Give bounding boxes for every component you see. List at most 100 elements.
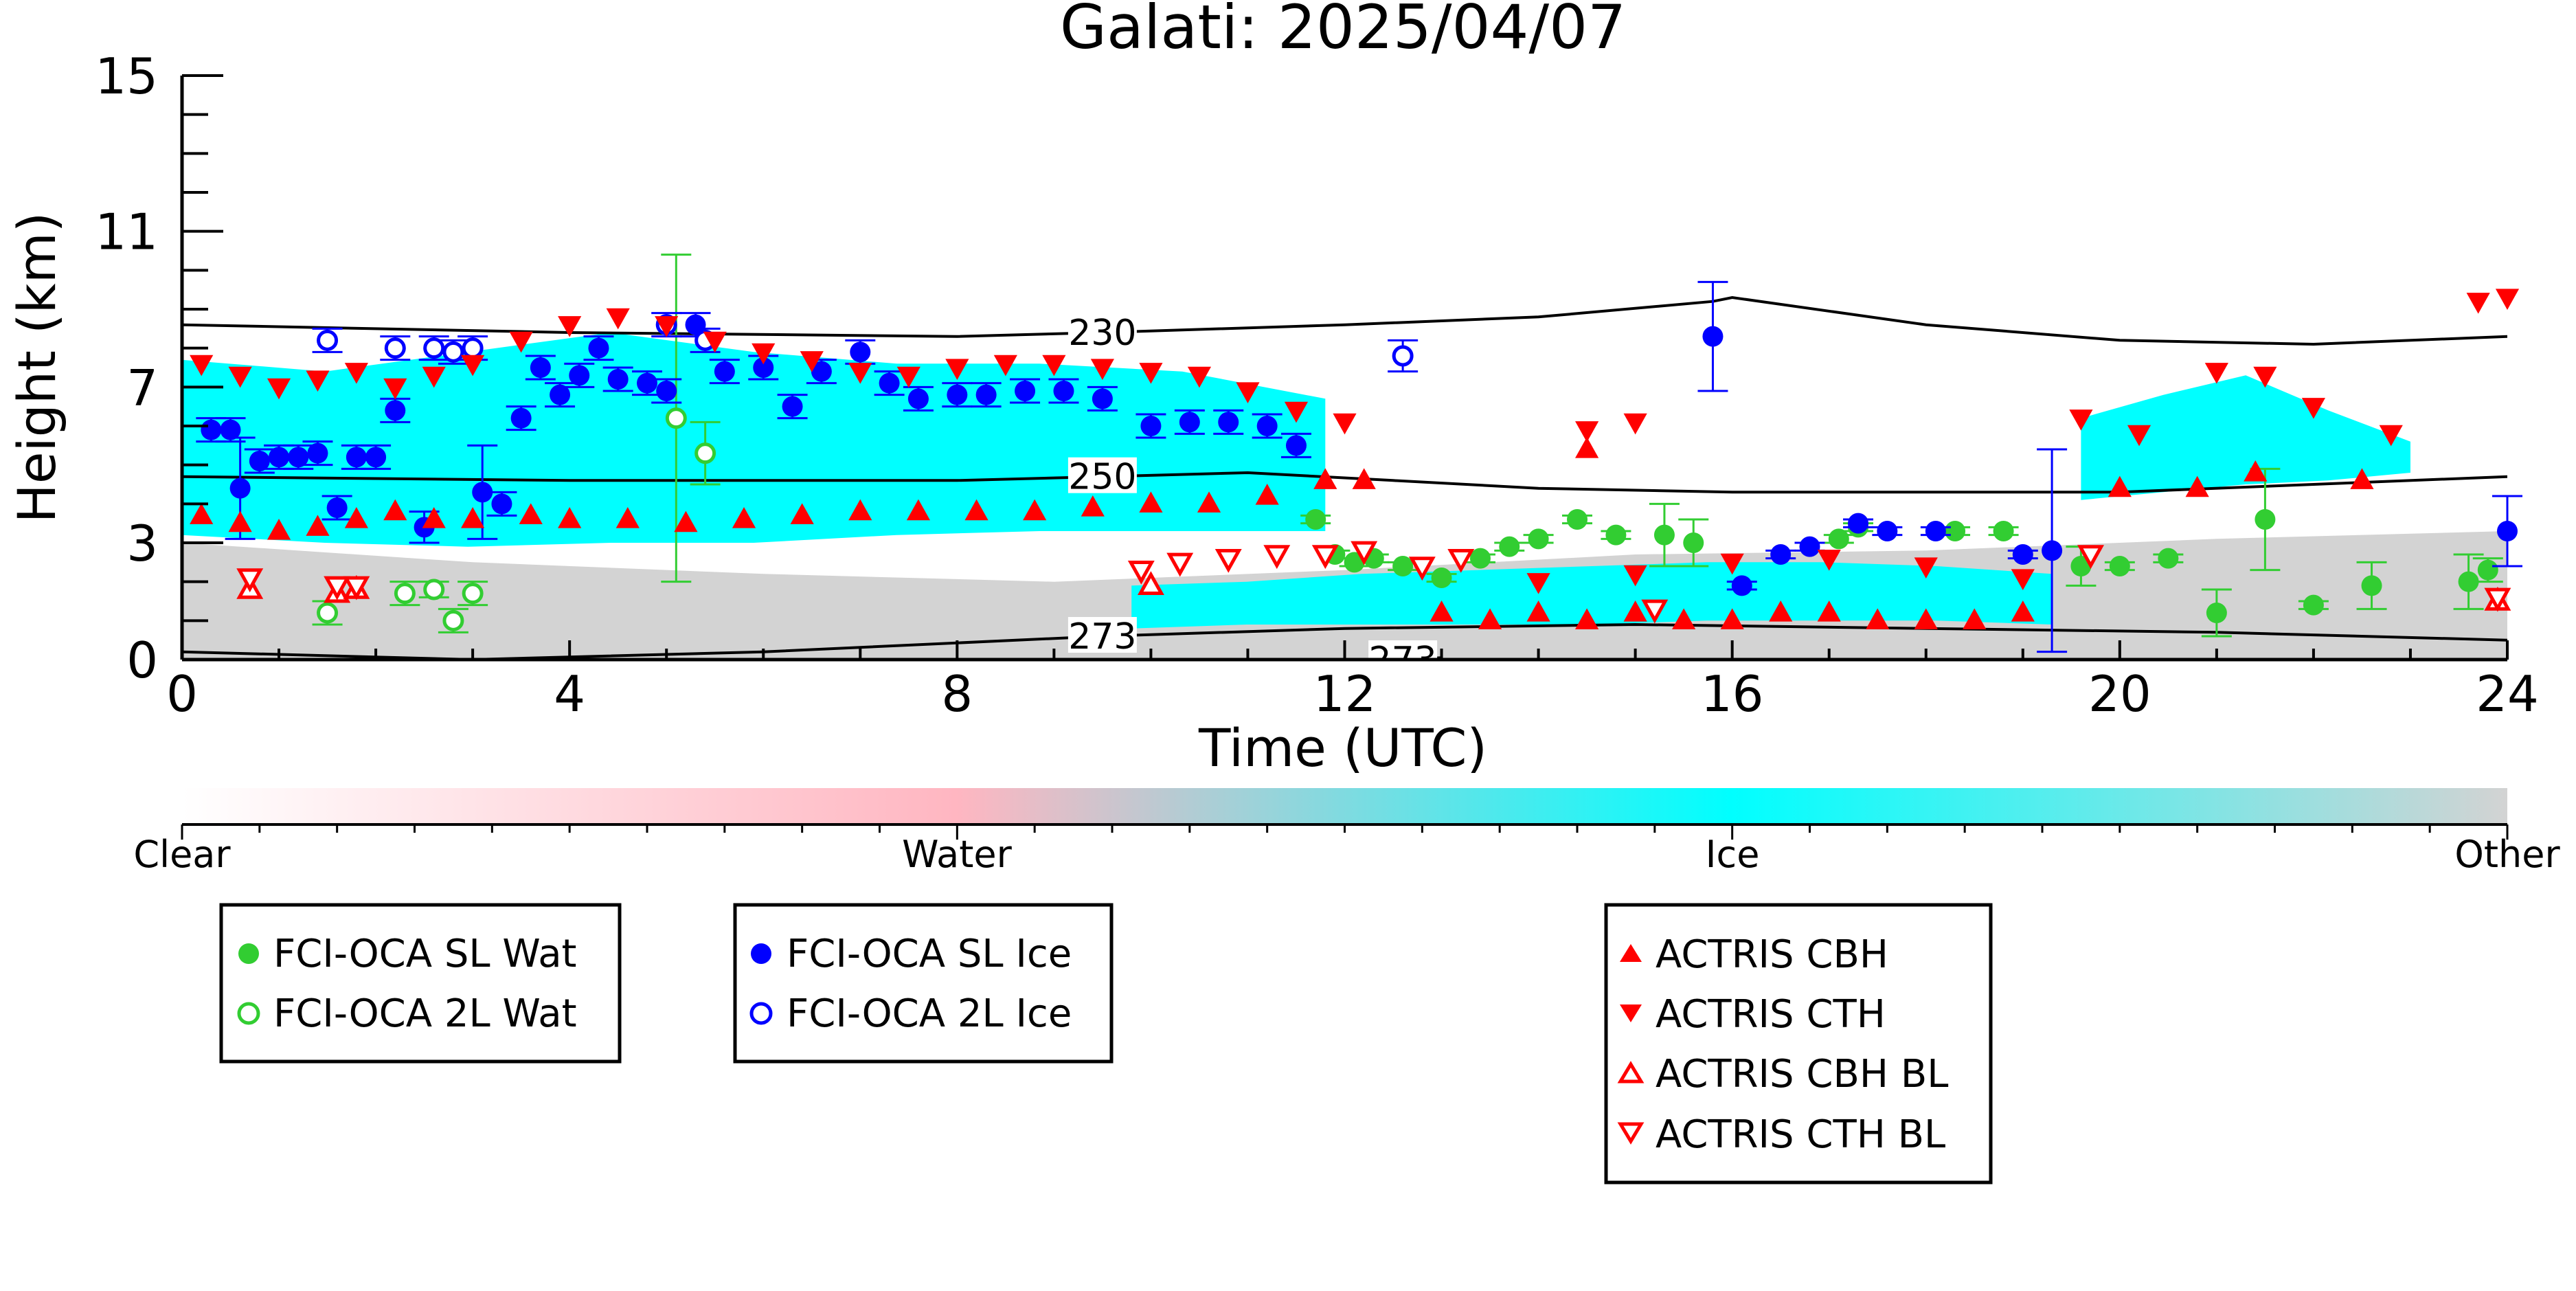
data-point bbox=[344, 507, 368, 528]
y-tick-label: 0 bbox=[126, 631, 158, 689]
data-point bbox=[1672, 608, 1696, 629]
data-point bbox=[1447, 548, 1475, 573]
data-point bbox=[1623, 565, 1647, 587]
data-point bbox=[190, 355, 214, 377]
class-region-ice bbox=[182, 333, 1326, 547]
data-point bbox=[558, 507, 582, 528]
data-point bbox=[782, 396, 803, 417]
data-point bbox=[1702, 326, 1724, 347]
data-point bbox=[848, 499, 872, 521]
data-point bbox=[491, 493, 512, 515]
data-point bbox=[462, 583, 484, 605]
data-point bbox=[249, 451, 270, 471]
data-point bbox=[1623, 600, 1647, 622]
isotherm-label: 250 bbox=[1068, 457, 1136, 498]
x-tick-label: 16 bbox=[1701, 665, 1764, 723]
data-point bbox=[2204, 363, 2228, 384]
data-point bbox=[383, 378, 407, 400]
isotherm-label-bg bbox=[1067, 313, 1137, 349]
data-point bbox=[1731, 575, 1752, 596]
axis-ticks: 0 4 8 12 16 20 24 0 3 7 11 15 bbox=[95, 47, 2538, 723]
data-point bbox=[1993, 521, 2014, 541]
data-point bbox=[461, 507, 485, 528]
data-point bbox=[1284, 401, 1309, 423]
data-point bbox=[2495, 289, 2520, 310]
data-point bbox=[385, 400, 406, 421]
data-point bbox=[694, 442, 716, 464]
data-point bbox=[975, 384, 997, 405]
data-point bbox=[1392, 556, 1414, 576]
data-point bbox=[1197, 491, 1221, 513]
data-point bbox=[1140, 416, 1162, 436]
data-point bbox=[665, 407, 687, 429]
data-point bbox=[2042, 540, 2063, 561]
data-point bbox=[1408, 557, 1436, 581]
data-point bbox=[2158, 548, 2179, 569]
legend-marker-cth bbox=[1620, 1004, 1642, 1022]
legend-marker-cbh-bl bbox=[1617, 1061, 1645, 1084]
data-point bbox=[1575, 608, 1599, 629]
data-point bbox=[346, 447, 367, 468]
colorbar-label-clear: Clear bbox=[133, 833, 231, 876]
data-point bbox=[1015, 381, 1036, 401]
data-point bbox=[343, 576, 370, 600]
legend-box bbox=[1604, 903, 1993, 1185]
colorbar-ticks bbox=[181, 824, 2509, 840]
data-point bbox=[1256, 416, 1278, 436]
legend-marker-cbh bbox=[1620, 944, 1642, 962]
data-point bbox=[1528, 528, 1549, 550]
legend-box bbox=[219, 903, 622, 1064]
data-point bbox=[1255, 484, 1279, 505]
data-point bbox=[267, 519, 291, 540]
data-point bbox=[1575, 421, 1599, 442]
legend-marker-cth-bl bbox=[1617, 1122, 1645, 1145]
data-point bbox=[1305, 509, 1326, 530]
data-point bbox=[317, 602, 339, 624]
data-point bbox=[1351, 541, 1378, 565]
data-point bbox=[269, 447, 290, 468]
data-point bbox=[1526, 600, 1550, 622]
data-point bbox=[1166, 552, 1194, 577]
data-point bbox=[509, 331, 533, 353]
isotherm-line bbox=[182, 295, 2507, 346]
data-point bbox=[1720, 608, 1744, 629]
data-point bbox=[606, 308, 630, 330]
data-point bbox=[2350, 468, 2374, 489]
data-point bbox=[1139, 491, 1163, 513]
data-point bbox=[2379, 425, 2403, 447]
data-point bbox=[848, 363, 872, 384]
data-point bbox=[1139, 363, 1163, 384]
data-point bbox=[1187, 366, 1212, 388]
legend-marker-sl-wat bbox=[238, 943, 259, 964]
y-tick-label: 7 bbox=[126, 359, 158, 416]
data-point bbox=[1945, 521, 1966, 541]
colorbar: Clear Water Ice Other bbox=[133, 788, 2560, 876]
legend-label-2l-wat: FCI-OCA 2L Wat bbox=[273, 991, 577, 1036]
data-point bbox=[1081, 495, 1105, 517]
data-point bbox=[1092, 388, 1113, 409]
data-point bbox=[306, 370, 330, 392]
isotherm-label-bg bbox=[1067, 617, 1137, 653]
data-point bbox=[1963, 608, 1987, 629]
colorbar-label-other: Other bbox=[2454, 833, 2560, 876]
data-point bbox=[1828, 528, 1849, 550]
data-point bbox=[1877, 521, 1898, 541]
x-tick-label: 0 bbox=[166, 665, 198, 723]
data-point bbox=[1769, 600, 1793, 622]
data-point bbox=[2109, 556, 2130, 576]
x-tick-label: 24 bbox=[2476, 665, 2539, 723]
x-tick-label: 4 bbox=[554, 665, 585, 723]
legend-box bbox=[733, 903, 1114, 1064]
data-point bbox=[2108, 475, 2132, 497]
data-point bbox=[2127, 425, 2151, 447]
data-point bbox=[394, 583, 416, 605]
isotherm-line bbox=[182, 471, 2507, 494]
data-point bbox=[190, 503, 214, 524]
data-point bbox=[906, 499, 931, 521]
data-point bbox=[1313, 468, 1337, 489]
data-point bbox=[2070, 556, 2092, 576]
data-point bbox=[2477, 559, 2498, 581]
isotherm-label-bg bbox=[1368, 640, 1438, 660]
